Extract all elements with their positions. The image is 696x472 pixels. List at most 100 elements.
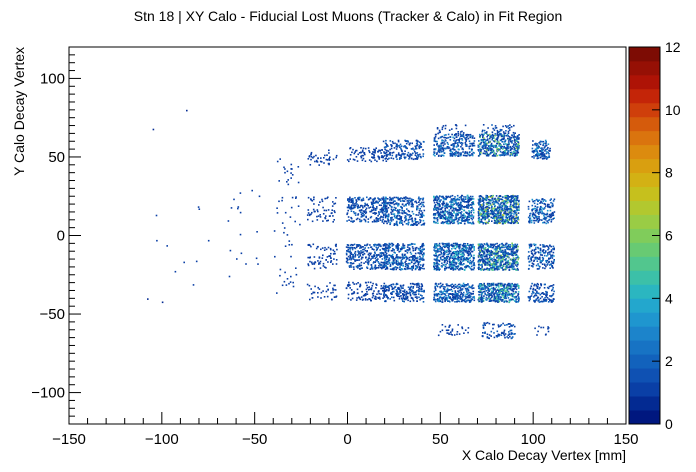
- heatmap-bin: [419, 257, 422, 259]
- heatmap-bin: [512, 217, 514, 219]
- heatmap-bin: [498, 143, 500, 145]
- heatmap-bin: [352, 199, 354, 202]
- heatmap-bin: [397, 288, 400, 290]
- heatmap-bin: [364, 299, 367, 301]
- heatmap-bin: [409, 300, 412, 303]
- heatmap-bin: [512, 206, 515, 208]
- heatmap-bin: [484, 147, 486, 149]
- heatmap-bin: [439, 295, 441, 298]
- heatmap-bin: [411, 217, 413, 219]
- heatmap-bin: [405, 204, 407, 207]
- heatmap-bin: [438, 203, 440, 205]
- heatmap-bin: [362, 210, 365, 212]
- heatmap-bin: [362, 206, 364, 209]
- heatmap-bin: [377, 220, 380, 222]
- heatmap-bin: [422, 198, 424, 200]
- heatmap-bin: [364, 219, 367, 221]
- heatmap-bin: [371, 209, 373, 212]
- heatmap-bin: [471, 153, 473, 155]
- heatmap-bin: [387, 245, 390, 247]
- heatmap-bin: [514, 200, 516, 202]
- heatmap-bin: [454, 207, 456, 210]
- heatmap-bin: [504, 253, 507, 255]
- heatmap-bin: [468, 257, 471, 260]
- heatmap-bin: [418, 147, 421, 150]
- heatmap-bin: [414, 296, 417, 298]
- heatmap-bin: [504, 249, 507, 251]
- heatmap-bin: [410, 242, 413, 245]
- heatmap-bin: [418, 196, 420, 199]
- heatmap-bin: [454, 293, 456, 296]
- heatmap-bin: [355, 218, 358, 221]
- heatmap-bin: [393, 290, 395, 293]
- heatmap-bin: [436, 259, 438, 262]
- heatmap-bin: [500, 256, 503, 258]
- heatmap-bin: [354, 256, 356, 258]
- heatmap-bin: [414, 248, 417, 250]
- heatmap-bin: [393, 215, 396, 218]
- heatmap-bin: [494, 155, 497, 157]
- heatmap-bin: [481, 251, 484, 254]
- heatmap-bin: [456, 245, 458, 247]
- heatmap-bin: [443, 264, 446, 266]
- heatmap-bin: [346, 257, 349, 260]
- heatmap-bin: [350, 210, 353, 212]
- heatmap-bin: [514, 209, 516, 212]
- heatmap-bin: [401, 248, 403, 250]
- heatmap-bin: [448, 332, 450, 335]
- heatmap-bin: [486, 250, 488, 252]
- heatmap-bin: [457, 222, 460, 225]
- heatmap-bin: [508, 143, 510, 146]
- heatmap-bin: [464, 196, 467, 198]
- heatmap-bin: [411, 266, 414, 268]
- heatmap-bin: [406, 213, 408, 215]
- heatmap-bin: [489, 212, 492, 215]
- heatmap-bin: [482, 259, 484, 262]
- heatmap-bin: [462, 132, 465, 134]
- heatmap-bin: [412, 267, 415, 269]
- heatmap-bin: [369, 210, 371, 213]
- heatmap-bin: [363, 248, 365, 251]
- heatmap-bin: [463, 206, 466, 209]
- heatmap-bin: [348, 219, 350, 221]
- heatmap-bin: [457, 211, 460, 214]
- heatmap-bin: [478, 145, 481, 148]
- heatmap-bin: [513, 213, 515, 215]
- heatmap-bin: [500, 250, 503, 252]
- heatmap-bin: [495, 138, 498, 140]
- heatmap-bin: [411, 220, 414, 223]
- heatmap-bin: [376, 254, 378, 256]
- heatmap-bin: [467, 207, 470, 209]
- heatmap-bin: [411, 246, 414, 248]
- heatmap-bin: [386, 266, 389, 269]
- heatmap-bin: [439, 211, 442, 213]
- heatmap-bin: [439, 293, 441, 296]
- heatmap-bin: [350, 207, 353, 210]
- heatmap-bin: [511, 148, 513, 150]
- heatmap-bin: [461, 260, 464, 262]
- heatmap-bin: [466, 151, 468, 154]
- heatmap-bin: [501, 151, 504, 154]
- heatmap-bin: [436, 258, 438, 261]
- heatmap-bin: [460, 256, 463, 258]
- heatmap-bin: [390, 283, 393, 286]
- heatmap-bin: [513, 139, 516, 142]
- heatmap-bin: [469, 261, 471, 264]
- heatmap-bin: [510, 266, 512, 268]
- heatmap-bin: [494, 200, 497, 203]
- heatmap-bin: [462, 148, 464, 151]
- heatmap-bin: [381, 210, 383, 212]
- heatmap-bin: [396, 290, 398, 293]
- heatmap-bin: [470, 268, 473, 270]
- heatmap-bin: [497, 209, 499, 212]
- heatmap-bin: [436, 153, 438, 155]
- heatmap-bin: [483, 142, 486, 144]
- heatmap-bin: [410, 148, 413, 150]
- heatmap-bin: [442, 216, 445, 219]
- heatmap-bin: [479, 264, 482, 266]
- heatmap-bin: [452, 206, 455, 209]
- heatmap-bin: [365, 293, 367, 295]
- heatmap-bin: [451, 283, 454, 286]
- heatmap-bin: [447, 284, 450, 287]
- heatmap-bin: [416, 259, 418, 262]
